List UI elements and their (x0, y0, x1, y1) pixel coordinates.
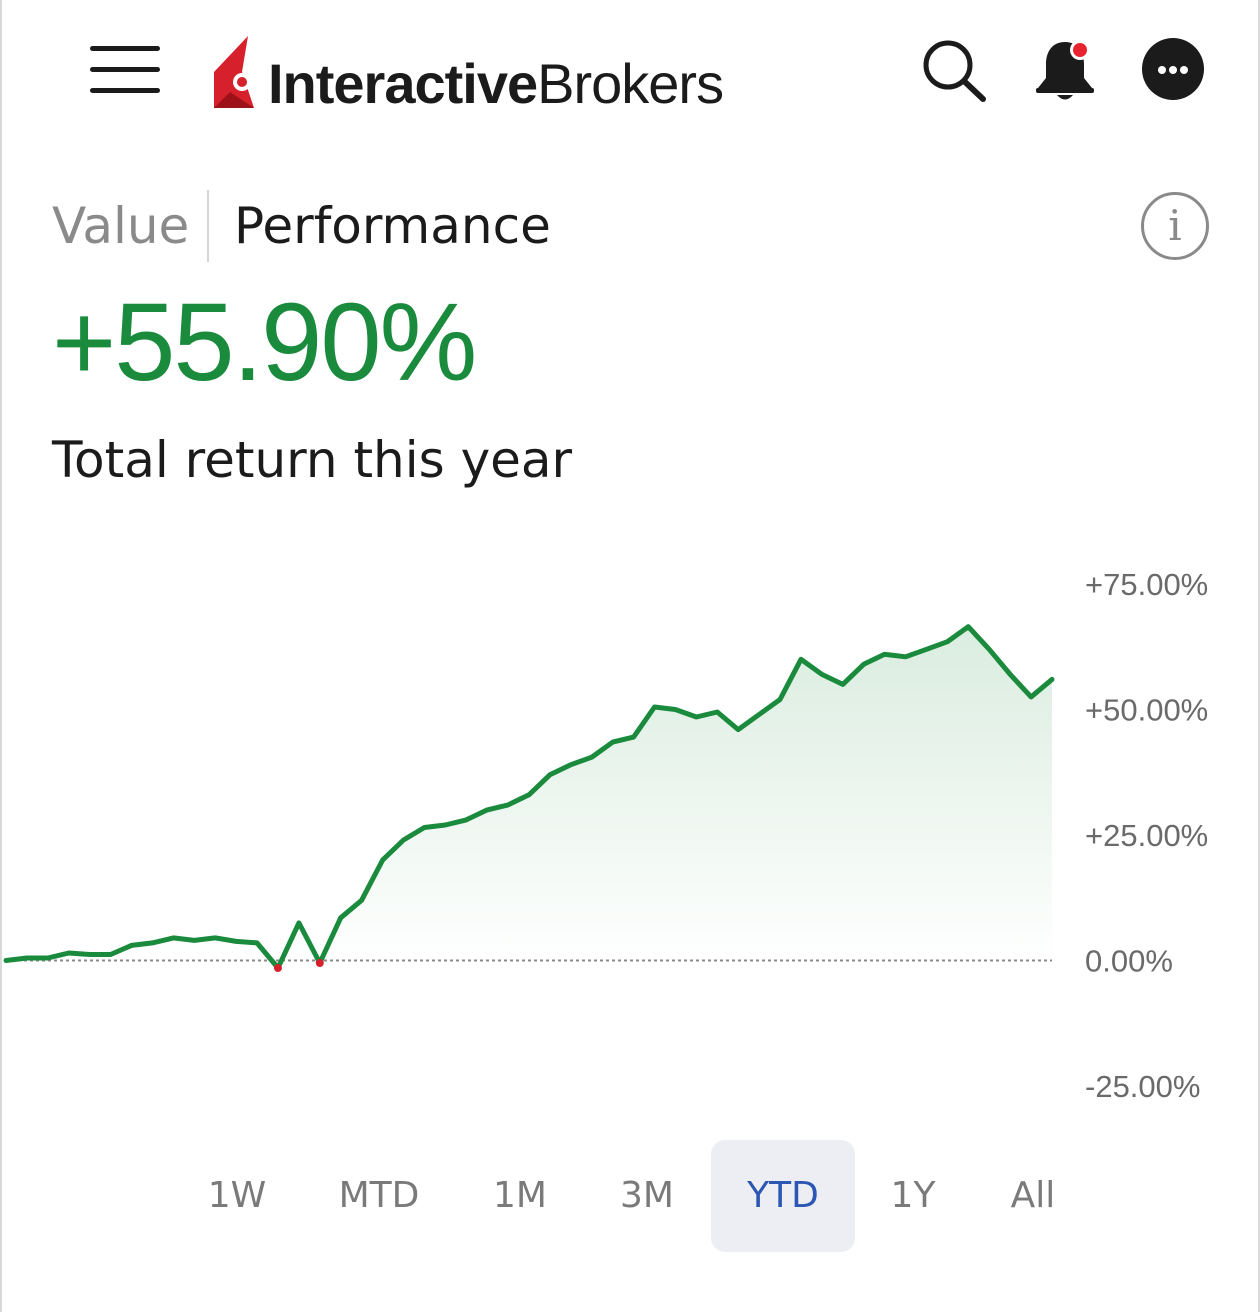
search-icon (923, 40, 986, 102)
tab-divider (207, 190, 209, 262)
range-1w[interactable]: 1W (207, 1175, 267, 1216)
range-1y[interactable]: 1Y (890, 1175, 936, 1216)
notification-dot (1073, 43, 1087, 57)
tab-value[interactable]: Value (52, 197, 190, 255)
brand-logo: InteractiveBrokers (212, 30, 772, 112)
range-1m[interactable]: 1M (493, 1175, 547, 1216)
range-mtd[interactable]: MTD (338, 1175, 420, 1216)
chart-area-group (3, 624, 1055, 973)
menu-icon-bar (90, 67, 160, 72)
performance-chart[interactable]: +75.00% +50.00% +25.00% 0.00% -25.00% (2, 540, 1258, 1130)
notifications-button[interactable] (1034, 36, 1096, 104)
notification-bell-icon (1036, 40, 1094, 100)
y-tick-label: +25.00% (1085, 818, 1208, 853)
range-ytd[interactable]: YTD (711, 1140, 855, 1252)
total-return-label: Total return this year (52, 431, 573, 489)
negative-point (273, 964, 282, 973)
total-return-value: +55.90% (52, 281, 477, 404)
range-all[interactable]: All (1010, 1175, 1056, 1216)
menu-icon-bar (90, 88, 160, 93)
y-tick-label: +50.00% (1085, 693, 1208, 728)
info-icon[interactable]: i (1141, 192, 1209, 260)
menu-icon (90, 46, 160, 51)
y-tick-label: 0.00% (1085, 944, 1173, 979)
tab-performance[interactable]: Performance (234, 197, 551, 255)
y-tick-label: +75.00% (1085, 567, 1208, 602)
brand-name-bold: Interactive (268, 52, 538, 115)
brand-name: InteractiveBrokers (268, 56, 724, 112)
negative-point (315, 959, 324, 968)
series-line (3, 624, 1055, 971)
y-axis-ticks: +75.00% +50.00% +25.00% 0.00% -25.00% (1085, 567, 1208, 1104)
search-button[interactable] (920, 38, 990, 104)
brand-name-regular: Brokers (537, 52, 724, 115)
more-options-button[interactable] (1142, 38, 1204, 100)
range-3m[interactable]: 3M (620, 1175, 674, 1216)
y-tick-label: -25.00% (1085, 1069, 1200, 1104)
time-range-selector: 1W MTD 1M 3M YTD 1Y All (192, 1140, 1072, 1252)
brand-logo-icon (214, 36, 254, 108)
menu-button[interactable] (90, 46, 160, 94)
